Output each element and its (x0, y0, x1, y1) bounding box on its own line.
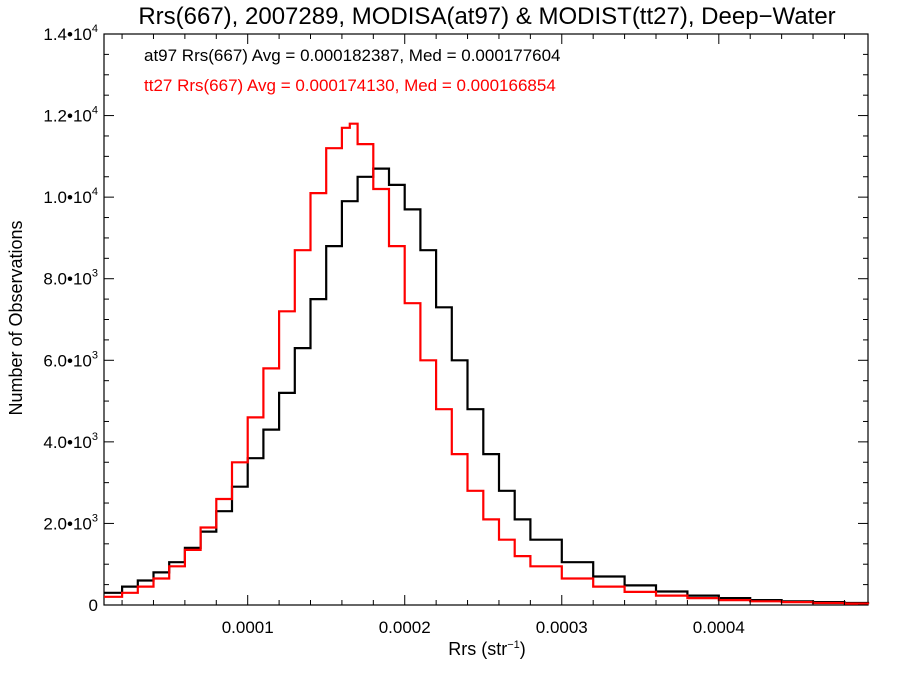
chart-title: Rrs(667), 2007289, MODISA(at97) & MODIST… (138, 3, 835, 30)
y-tick-exponent: 3 (92, 512, 98, 524)
y-tick-label: 4.0•103 (43, 431, 98, 452)
annotation-at97: at97 Rrs(667) Avg = 0.000182387, Med = 0… (144, 46, 561, 65)
x-tick-label: 0.0004 (693, 618, 745, 637)
y-tick-label: 6.0•103 (43, 349, 98, 370)
x-axis-label-end: ) (520, 639, 526, 659)
y-tick-label: 0 (89, 596, 98, 615)
y-tick-label: 1.0•104 (43, 186, 98, 207)
y-tick-mantissa: 0 (89, 596, 98, 615)
y-tick-mantissa: 1.4•10 (43, 25, 92, 44)
y-tick-exponent: 3 (92, 431, 98, 443)
y-tick-exponent: 3 (92, 349, 98, 361)
x-axis-label: Rrs (str−1) (448, 639, 526, 659)
annotation-tt27: tt27 Rrs(667) Avg = 0.000174130, Med = 0… (144, 76, 556, 95)
y-tick-label: 1.2•104 (43, 105, 98, 126)
series-line-tt27 (104, 122, 870, 605)
y-tick-label: 2.0•103 (43, 512, 98, 533)
x-tick-label: 0.0003 (536, 618, 588, 637)
x-tick-label: 0.0002 (379, 618, 431, 637)
y-tick-mantissa: 6.0•10 (43, 351, 92, 370)
y-tick-label: 1.4•104 (43, 23, 98, 44)
y-tick-exponent: 4 (92, 105, 98, 117)
x-axis-label-main: Rrs (str (448, 639, 507, 659)
y-axis-label: Number of Observations (6, 220, 26, 415)
series-layer (104, 122, 870, 605)
y-tick-mantissa: 4.0•10 (43, 433, 92, 452)
y-tick-exponent: 4 (92, 186, 98, 198)
y-tick-mantissa: 1.0•10 (43, 188, 92, 207)
x-axis: 0.0001 0.0002 0.0003 0.0004 (121, 34, 845, 637)
x-axis-label-sup: −1 (507, 639, 520, 651)
y-tick-label: 8.0•103 (43, 268, 98, 289)
x-tick-label: 0.0001 (222, 618, 274, 637)
y-tick-exponent: 3 (92, 268, 98, 280)
series-line-at97 (104, 167, 870, 605)
y-axis: 02.0•1034.0•1036.0•1038.0•1031.0•1041.2•… (43, 23, 868, 615)
y-tick-mantissa: 1.2•10 (43, 107, 92, 126)
y-tick-exponent: 4 (92, 23, 98, 35)
y-tick-mantissa: 8.0•10 (43, 270, 92, 289)
y-tick-mantissa: 2.0•10 (43, 514, 92, 533)
